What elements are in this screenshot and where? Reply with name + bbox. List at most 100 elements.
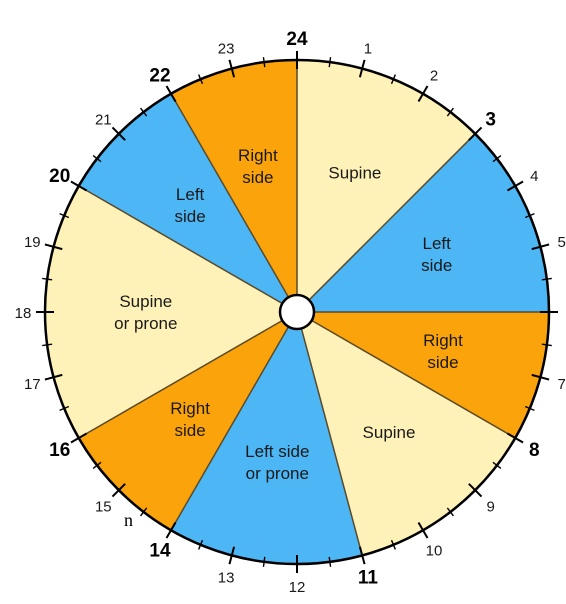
sector-divider [311, 319, 516, 439]
sector-6-label: Right [170, 399, 210, 418]
rim-tick [139, 107, 148, 117]
sector-7-label: or prone [114, 314, 177, 333]
sector-1-label: Supine [328, 163, 381, 182]
sector-3-label: side [427, 353, 458, 372]
rim-tick [446, 507, 455, 517]
rim-tick [446, 107, 455, 117]
tick-layer [36, 51, 558, 573]
sector-8-label: Left [176, 185, 205, 204]
sector-9-label: side [242, 168, 273, 187]
rim-tick [70, 180, 88, 192]
sector-3 [297, 312, 549, 438]
sector-divider [170, 93, 290, 298]
rim-tick [524, 213, 535, 219]
rim-tick [198, 74, 204, 85]
rim-tick [358, 546, 366, 565]
hour-label-2: 2 [430, 68, 438, 85]
sector-4-label: Supine [363, 423, 416, 442]
hour-label-17: 17 [24, 376, 41, 393]
hour-label-22: 22 [149, 66, 170, 87]
hour-label-3: 3 [485, 109, 496, 130]
sector-9-label: Right [238, 146, 278, 165]
sector-2-label: Left [423, 234, 452, 253]
rim-tick [390, 74, 396, 85]
sector-divider [308, 133, 476, 301]
rim-tick [468, 483, 483, 498]
rim-tick [328, 556, 332, 567]
rim-tick [139, 507, 148, 517]
rim-tick [70, 432, 88, 444]
sector-7-label: Supine [119, 292, 172, 311]
rim-tick [59, 405, 70, 411]
hour-label-23: 23 [218, 40, 235, 57]
rim-tick [468, 126, 483, 141]
rim-tick [328, 57, 332, 68]
rim-tick [228, 546, 236, 565]
hour-label-10: 10 [426, 542, 443, 559]
rim-tick [492, 461, 502, 470]
hour-label-13: 13 [218, 570, 235, 587]
hour-label-21: 21 [95, 111, 112, 128]
rim-tick [165, 85, 177, 103]
rim-tick [358, 59, 366, 78]
hour-label-20: 20 [49, 166, 70, 187]
rim-tick [44, 243, 63, 251]
sector-divider [170, 326, 290, 531]
rim-tick [111, 483, 126, 498]
hour-label-4: 4 [530, 168, 538, 185]
hour-label-1: 1 [364, 40, 372, 57]
center-hub [278, 293, 316, 331]
sector-5 [171, 312, 363, 564]
sector-6 [78, 312, 297, 531]
rim-tick [541, 343, 552, 347]
sector-4 [297, 312, 516, 556]
rim-tick [165, 521, 177, 539]
divider-layer [78, 60, 549, 556]
rim-tick [492, 154, 502, 163]
hour-label-8: 8 [529, 440, 540, 461]
rim-tick [541, 277, 552, 281]
hour-label-19: 19 [24, 234, 41, 251]
sector-8 [78, 93, 297, 312]
hour-label-24: 24 [286, 29, 308, 50]
sector-6-label: side [175, 421, 206, 440]
rim-tick [531, 373, 550, 381]
hour-label-layer: 123456789101112131415161718192021222324 [15, 29, 566, 596]
rim-tick [228, 59, 236, 78]
hour-label-7: 7 [558, 376, 566, 393]
hour-label-16: 16 [49, 440, 70, 461]
sector-layer: Supine Left side Right side Supine Left side or… [44, 60, 549, 564]
rim-tick [92, 154, 102, 163]
rim-tick [92, 461, 102, 470]
sector-5-label: or prone [246, 464, 309, 483]
hour-label-9: 9 [487, 499, 495, 516]
stray-text: n [124, 510, 133, 530]
sector-7 [44, 186, 297, 438]
rim-tick [506, 432, 524, 444]
hour-label-18: 18 [15, 305, 32, 322]
rim-tick [44, 373, 63, 381]
hour-label-14: 14 [149, 540, 171, 561]
hour-label-15: 15 [95, 499, 112, 516]
sector-9 [171, 60, 297, 312]
sector-2 [297, 133, 549, 312]
rim-tick [531, 243, 550, 251]
sector-divider [300, 328, 363, 556]
rim-tick [42, 277, 53, 281]
hour-label-12: 12 [289, 579, 306, 596]
rim-tick [59, 213, 70, 219]
rim-tick [111, 126, 126, 141]
sector-8-label: side [175, 207, 206, 226]
rim-tick [390, 539, 396, 550]
rim-tick [262, 556, 266, 567]
sector-1 [297, 60, 476, 312]
sector-divider [78, 319, 283, 439]
rim-tick [42, 343, 53, 347]
sector-3-label: Right [423, 331, 463, 350]
rim-tick [417, 521, 429, 539]
rim-tick [506, 180, 524, 192]
rim-tick [524, 405, 535, 411]
hour-label-11: 11 [358, 568, 379, 589]
sector-divider [78, 185, 283, 305]
